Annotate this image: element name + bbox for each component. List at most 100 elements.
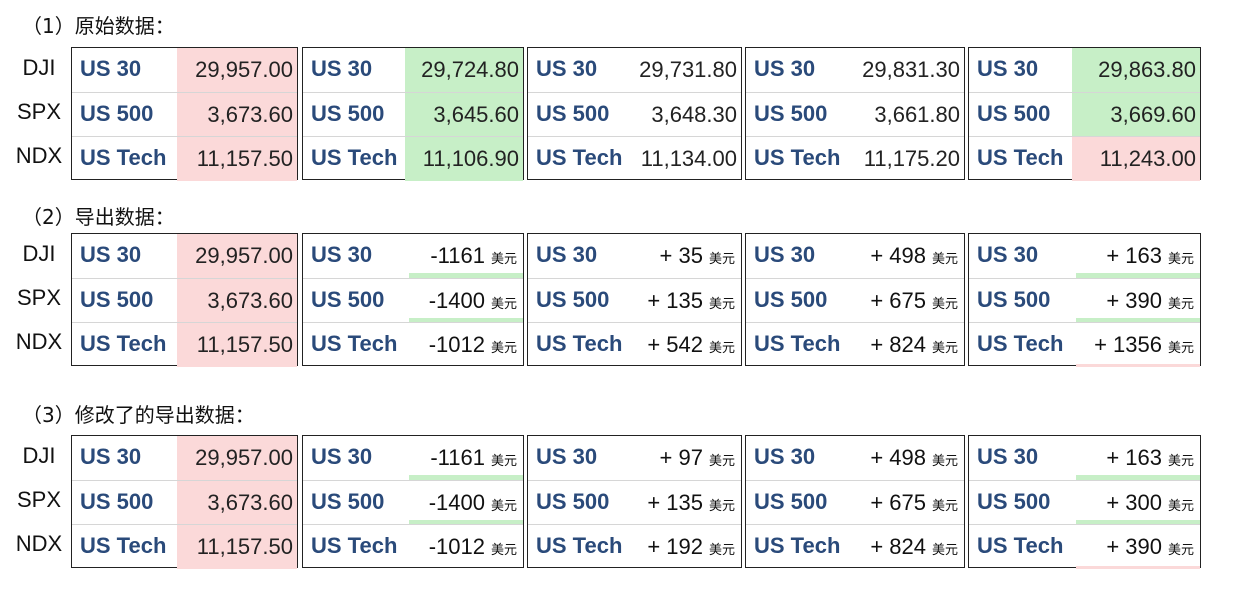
quote-panel: US 30 + 163 美元 US 500 + 300 美元 US Tech + 390 美元: [968, 435, 1201, 568]
instrument-symbol: US 500: [754, 489, 828, 514]
price-value: 11,106.90: [405, 137, 523, 181]
price-change: + 192 美元: [625, 525, 741, 569]
price-value: 29,724.80: [405, 48, 523, 92]
price-value: 29,957.00: [177, 48, 297, 92]
currency-unit: 美元: [708, 251, 735, 266]
price-change: -1161 美元: [409, 436, 523, 480]
change-amount: -1161: [430, 445, 485, 470]
instrument-symbol: US 30: [754, 56, 816, 81]
change-amount: + 390: [1106, 288, 1162, 313]
currency-unit: 美元: [931, 453, 958, 468]
price-value: 3,645.60: [405, 93, 523, 137]
currency-unit: 美元: [1167, 498, 1194, 513]
change-amount: -1161: [430, 243, 485, 268]
price-value: 11,134.00: [640, 146, 737, 171]
change-amount: + 498: [870, 445, 926, 470]
quote-row: US 30 + 35 美元: [528, 234, 741, 278]
currency-unit: 美元: [490, 498, 517, 513]
instrument-symbol: US 500: [536, 287, 610, 312]
currency-unit: 美元: [490, 340, 517, 355]
instrument-symbol: US 500: [311, 287, 385, 312]
quote-row: US Tech 11,157.50: [72, 136, 297, 181]
instrument-symbol: US 30: [311, 242, 373, 267]
section-3-title: （3）修改了的导出数据：: [22, 403, 255, 427]
quote-panel: US 30 + 35 美元 US 500 + 135 美元 US Tech + 542 美元: [527, 233, 742, 366]
price-change: + 163 美元: [1076, 234, 1200, 278]
quote-row: US Tech 11,175.20: [746, 136, 964, 181]
instrument-symbol: US 500: [536, 101, 610, 126]
instrument-symbol: US 500: [754, 101, 828, 126]
quote-row: US Tech + 542 美元: [528, 322, 741, 367]
quote-row: US Tech -1012 美元: [303, 322, 523, 367]
row-label-spx: SPX: [16, 285, 62, 310]
change-amount: + 824: [870, 332, 926, 357]
quote-row: US 30 -1161 美元: [303, 436, 523, 480]
change-amount: + 135: [647, 288, 703, 313]
price-value: 11,157.50: [177, 137, 297, 181]
section-1-title: （1）原始数据：: [22, 14, 175, 38]
currency-unit: 美元: [708, 542, 735, 557]
quote-row: US 500 3,648.30: [528, 92, 741, 137]
price-change: -1161 美元: [409, 234, 523, 278]
currency-unit: 美元: [708, 498, 735, 513]
instrument-symbol: US 30: [977, 242, 1039, 267]
quote-row: US 500 -1400 美元: [303, 278, 523, 323]
change-amount: + 542: [647, 332, 703, 357]
quote-panel: US 30 + 163 美元 US 500 + 390 美元 US Tech + 1356 美元: [968, 233, 1201, 366]
quote-row: US 500 3,673.60: [72, 480, 297, 525]
currency-unit: 美元: [708, 296, 735, 311]
instrument-symbol: US Tech: [311, 145, 398, 170]
quote-row: US 500 + 675 美元: [746, 480, 964, 525]
quote-panel: US 30 + 498 美元 US 500 + 675 美元 US Tech + 824 美元: [745, 435, 965, 568]
price-change: + 542 美元: [625, 323, 741, 367]
price-change: -1400 美元: [409, 481, 523, 525]
quote-panel: US 30 + 498 美元 US 500 + 675 美元 US Tech + 824 美元: [745, 233, 965, 366]
price-change: + 498 美元: [848, 234, 964, 278]
change-amount: + 35: [659, 243, 703, 268]
price-change: + 35 美元: [625, 234, 741, 278]
currency-unit: 美元: [1167, 453, 1194, 468]
row-label-dji: DJI: [22, 55, 56, 80]
instrument-symbol: US Tech: [80, 145, 167, 170]
quote-row: US 30 + 97 美元: [528, 436, 741, 480]
quote-row: US Tech -1012 美元: [303, 524, 523, 569]
price-value: 29,957.00: [177, 436, 297, 480]
currency-unit: 美元: [931, 251, 958, 266]
quote-row: US 500 + 675 美元: [746, 278, 964, 323]
quote-row: US Tech + 1356 美元: [969, 322, 1200, 367]
price-change: + 1356 美元: [1076, 323, 1200, 367]
quote-row: US 500 3,645.60: [303, 92, 523, 137]
price-change: + 824 美元: [848, 525, 964, 569]
quote-row: US 30 29,957.00: [72, 48, 297, 92]
quote-row: US 30 29,724.80: [303, 48, 523, 92]
price-change: + 300 美元: [1076, 481, 1200, 525]
quote-row: US Tech 11,243.00: [969, 136, 1200, 181]
instrument-symbol: US 500: [754, 287, 828, 312]
row-label-spx: SPX: [16, 99, 62, 124]
instrument-symbol: US 500: [80, 489, 154, 514]
quote-panel: US 30 29,957.00 US 500 3,673.60 US Tech 11,15…: [71, 233, 298, 367]
price-change: -1012 美元: [409, 525, 523, 569]
quote-panel: US 30 -1161 美元 US 500 -1400 美元 US Tech -1012 美元: [302, 233, 524, 366]
currency-unit: 美元: [1167, 251, 1194, 266]
currency-unit: 美元: [931, 542, 958, 557]
change-amount: + 498: [870, 243, 926, 268]
price-value: 3,673.60: [177, 279, 297, 323]
instrument-symbol: US Tech: [80, 331, 167, 356]
quote-row: US Tech + 390 美元: [969, 524, 1200, 569]
quote-panel: US 30 29,831.30 US 500 3,661.80 US Tech 11,17…: [745, 47, 965, 180]
price-change: + 163 美元: [1076, 436, 1200, 480]
currency-unit: 美元: [1167, 340, 1194, 355]
quote-row: US Tech + 824 美元: [746, 524, 964, 569]
instrument-symbol: US 30: [754, 242, 816, 267]
change-amount: + 135: [647, 490, 703, 515]
currency-unit: 美元: [490, 453, 517, 468]
instrument-symbol: US Tech: [754, 533, 841, 558]
price-value: 11,175.20: [863, 146, 960, 171]
price-change: + 97 美元: [625, 436, 741, 480]
price-change: + 135 美元: [625, 481, 741, 525]
quote-row: US 30 29,957.00: [72, 234, 297, 278]
row-label-ndx: NDX: [15, 329, 63, 354]
quote-row: US 500 + 135 美元: [528, 480, 741, 525]
instrument-symbol: US 30: [536, 242, 598, 267]
